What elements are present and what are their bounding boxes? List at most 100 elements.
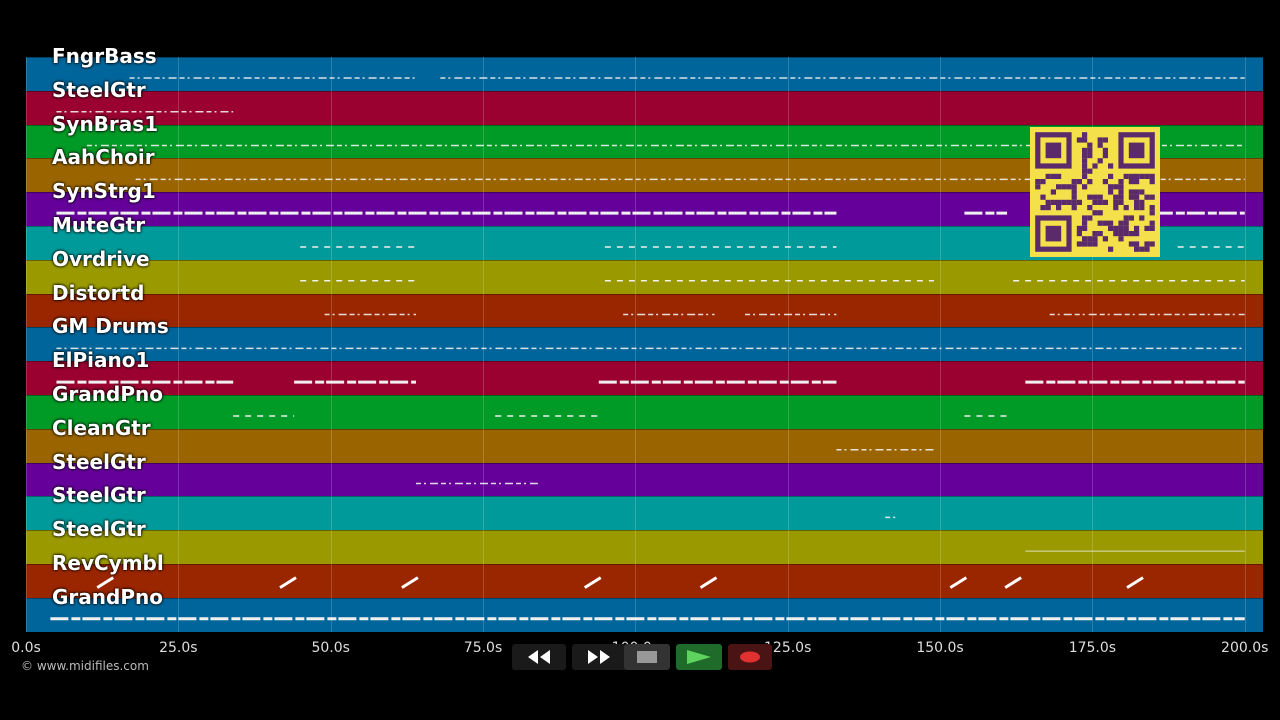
cymbal-hit: [699, 576, 718, 589]
qr-module: [1066, 184, 1072, 190]
qr-module: [1128, 231, 1134, 237]
qr-module: [1149, 220, 1155, 226]
qr-module: [1082, 147, 1088, 153]
qr-module: [1071, 179, 1077, 185]
qr-module: [1139, 246, 1145, 252]
qr-module: [1118, 225, 1124, 231]
qr-module: [1128, 194, 1134, 200]
record-icon: [740, 651, 760, 663]
qr-module: [1092, 199, 1098, 205]
track-label: SynBras1: [52, 111, 159, 136]
qr-module: [1134, 225, 1140, 231]
stop-button[interactable]: [624, 644, 670, 670]
qr-module: [1045, 173, 1051, 179]
track-lane: [26, 428, 1263, 463]
qr-module: [1149, 205, 1155, 211]
time-tick-label: 75.0s: [463, 640, 503, 656]
cymbal-hit: [96, 576, 115, 589]
qr-finder-core: [1128, 142, 1145, 159]
track-lane: [26, 496, 1263, 531]
qr-module: [1076, 231, 1082, 237]
time-gridline: [1244, 57, 1246, 632]
qr-module: [1149, 194, 1155, 200]
qr-module: [1128, 189, 1134, 195]
qr-finder-core: [1045, 225, 1062, 242]
time-gridline: [26, 57, 27, 632]
time-tick-label: 0.0s: [11, 640, 41, 656]
play-button[interactable]: [676, 644, 722, 670]
qr-module: [1118, 236, 1124, 242]
qr-module: [1102, 179, 1108, 185]
qr-module: [1040, 205, 1046, 211]
track-label: SteelGtr: [52, 517, 146, 542]
time-tick-label: 175.0s: [1068, 640, 1117, 656]
qr-module: [1076, 225, 1082, 231]
time-gridline: [178, 57, 180, 632]
time-gridline: [635, 57, 637, 632]
record-button[interactable]: [728, 644, 772, 670]
track-label: SteelGtr: [52, 483, 146, 508]
qr-module: [1108, 225, 1114, 231]
qr-module: [1045, 199, 1051, 205]
qr-module: [1082, 137, 1088, 143]
qr-module: [1092, 163, 1098, 169]
qr-module: [1087, 194, 1093, 200]
qr-module: [1092, 210, 1098, 216]
time-tick-label: 25.0s: [159, 640, 198, 656]
fast-forward-button[interactable]: [572, 644, 626, 670]
track-lane: [26, 361, 1263, 396]
qr-module: [1118, 189, 1124, 195]
qr-module: [1082, 168, 1088, 174]
cymbal-hit: [949, 576, 968, 589]
track-label: ElPiano1: [52, 348, 150, 373]
qr-module: [1118, 179, 1124, 185]
qr-module: [1128, 179, 1134, 185]
qr-module: [1108, 189, 1114, 195]
track-label: Distortd: [52, 280, 145, 305]
qr-module: [1071, 184, 1077, 190]
qr-module: [1082, 132, 1088, 138]
qr-module: [1113, 184, 1119, 190]
qr-module: [1113, 194, 1119, 200]
qr-module: [1050, 173, 1056, 179]
qr-module: [1097, 199, 1103, 205]
time-gridline: [787, 57, 789, 632]
stop-icon: [637, 651, 657, 663]
qr-module: [1092, 241, 1098, 247]
qr-module: [1144, 194, 1150, 200]
qr-module: [1139, 215, 1145, 221]
qr-module: [1061, 184, 1067, 190]
qr-module: [1139, 205, 1145, 211]
rewind-icon: [528, 650, 550, 664]
qr-module: [1035, 179, 1041, 185]
qr-module: [1118, 231, 1124, 237]
qr-module: [1113, 199, 1119, 205]
track-label: MuteGtr: [52, 213, 146, 237]
qr-module: [1118, 199, 1124, 205]
track-label: FngrBass: [52, 44, 157, 68]
qr-module: [1144, 173, 1150, 179]
time-tick-label: 200.0s: [1221, 640, 1269, 656]
qr-module: [1097, 137, 1103, 143]
time-gridline: [483, 57, 485, 632]
qr-module: [1102, 153, 1108, 159]
qr-module: [1108, 246, 1114, 252]
qr-module: [1082, 163, 1088, 169]
qr-module: [1123, 215, 1129, 221]
qr-module: [1066, 199, 1072, 205]
qr-module: [1082, 220, 1088, 226]
qr-module: [1118, 184, 1124, 190]
qr-module: [1134, 231, 1140, 237]
transport-controls: [512, 644, 772, 670]
qr-module: [1134, 179, 1140, 185]
qr-module: [1134, 173, 1140, 179]
qr-module: [1061, 199, 1067, 205]
rewind-button[interactable]: [512, 644, 566, 670]
qr-module: [1128, 241, 1134, 247]
qr-module: [1102, 147, 1108, 153]
qr-module: [1108, 163, 1114, 169]
qr-module: [1113, 205, 1119, 211]
qr-module: [1134, 241, 1140, 247]
qr-module: [1082, 153, 1088, 159]
play-icon: [687, 650, 711, 664]
